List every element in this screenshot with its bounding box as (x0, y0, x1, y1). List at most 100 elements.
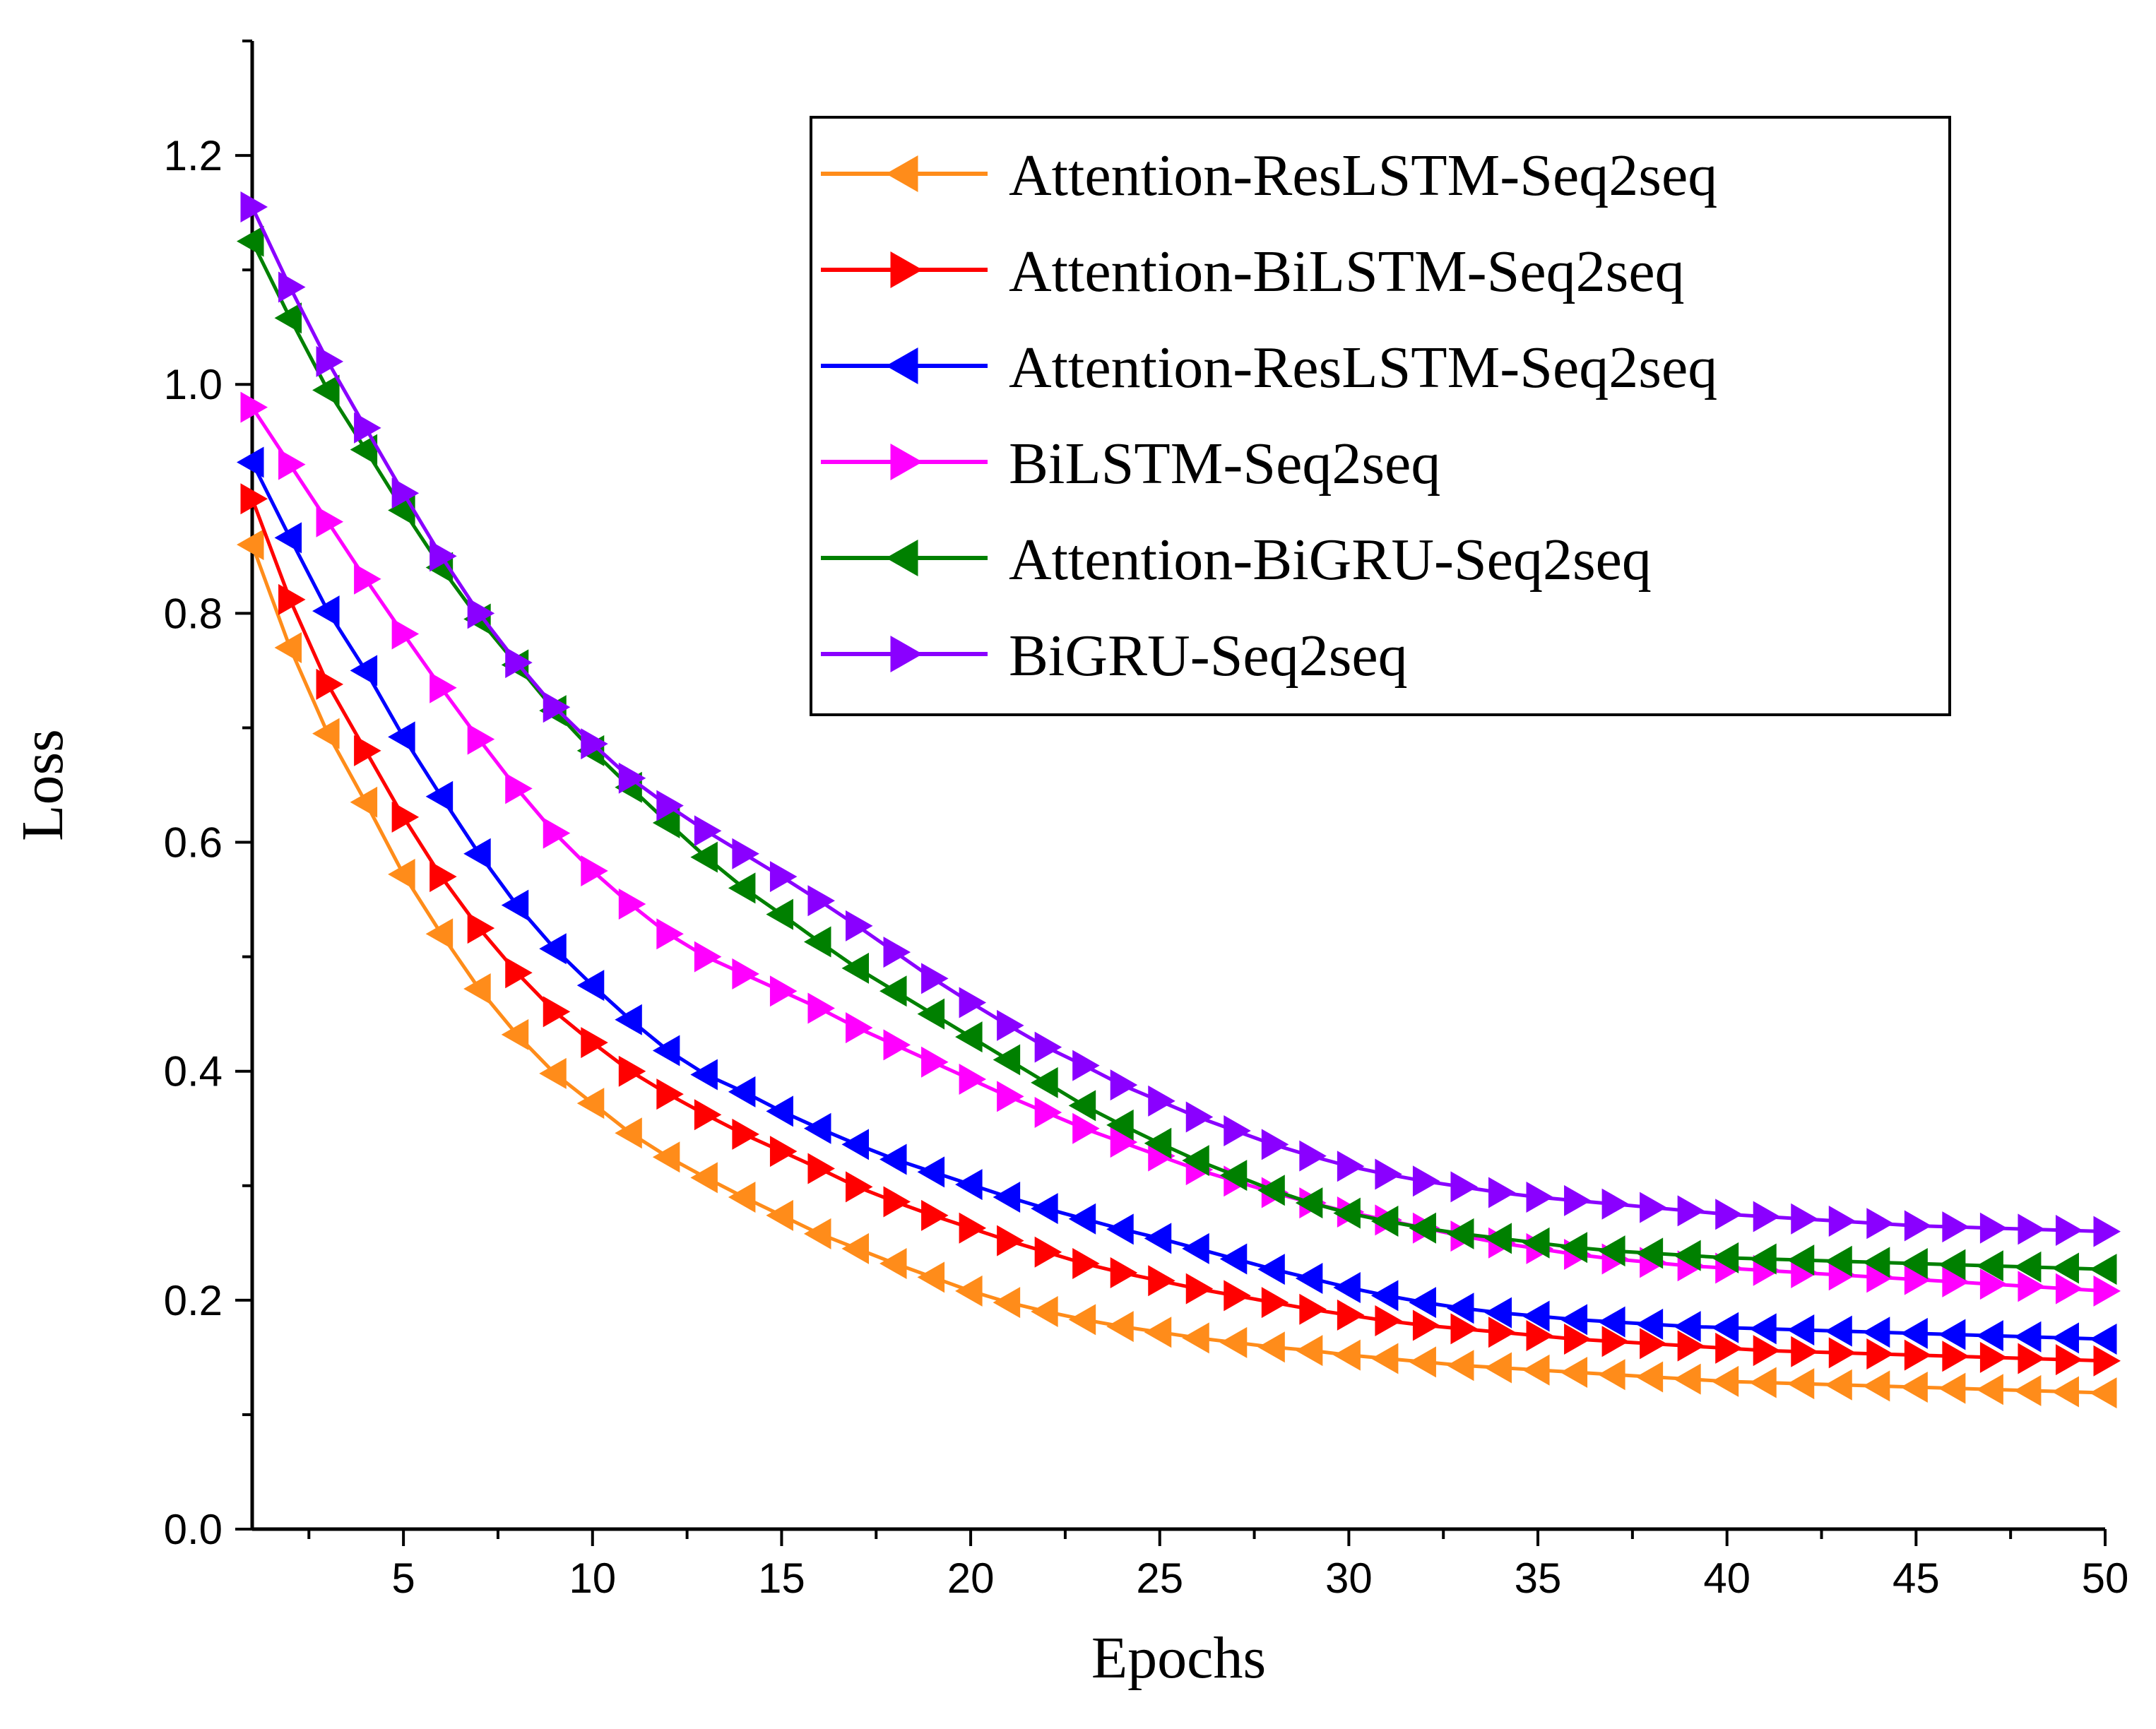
series-point (278, 271, 306, 303)
series-point (1866, 1338, 1894, 1370)
legend-swatch-marker (886, 347, 918, 384)
series-point (316, 345, 344, 377)
series-point (1866, 1261, 1894, 1293)
series-point (1182, 1145, 1209, 1177)
series-point (1257, 1331, 1285, 1363)
series-point (803, 1112, 831, 1144)
series-point (615, 1004, 642, 1035)
series-point (1144, 1317, 1172, 1348)
legend-label: Attention-ResLSTM-Seq2seq (1009, 143, 1717, 208)
x-axis-title: Epochs (1091, 1625, 1266, 1691)
series-point (581, 1027, 608, 1059)
series-point (1560, 1304, 1588, 1336)
series-point (1900, 1372, 1928, 1403)
series-point (2051, 1322, 2079, 1354)
series-point (955, 1021, 983, 1053)
series-point (656, 1079, 684, 1110)
series-point (879, 1247, 907, 1279)
series-point (1749, 1243, 1777, 1275)
series-point (1068, 1304, 1096, 1336)
series-point (1261, 1129, 1289, 1160)
series-point (1148, 1085, 1175, 1117)
series-point (652, 1035, 680, 1066)
series-point (1219, 1326, 1248, 1358)
series-point (1409, 1346, 1436, 1378)
series-point (807, 992, 835, 1024)
y-tick-label: 0.4 (164, 1048, 223, 1095)
series-point (1031, 1193, 1058, 1225)
series-point (1862, 1247, 1890, 1278)
series-point (2093, 1345, 2121, 1377)
series-point (1526, 1181, 1554, 1213)
series-point (955, 1275, 983, 1307)
legend-label: BiGRU-Seq2seq (1009, 623, 1408, 689)
legend-item: Attention-ResLSTM-Seq2seq (821, 143, 1717, 208)
legend-swatch-marker (886, 540, 918, 576)
series-point (694, 1099, 722, 1131)
series-point (2051, 1376, 2079, 1408)
series-point (1337, 1151, 1365, 1182)
series-point (354, 735, 381, 766)
series-point (766, 1199, 793, 1231)
legend: Attention-ResLSTM-Seq2seq Attention-BiLST… (810, 116, 1951, 716)
series-point (1976, 1374, 2003, 1406)
series-point (656, 790, 684, 821)
series-point (350, 434, 378, 465)
series-point (1825, 1245, 1852, 1277)
series-point (955, 1169, 983, 1201)
x-tick-label: 15 (758, 1555, 805, 1602)
series-3 (237, 446, 2117, 1355)
series-point (656, 918, 684, 950)
series-point (1900, 1317, 1928, 1349)
series-point (618, 1055, 646, 1087)
series-point (959, 1212, 987, 1244)
series-point (467, 913, 495, 944)
legend-label: Attention-ResLSTM-Seq2seq (1009, 335, 1717, 400)
series-point (845, 1171, 873, 1203)
series-point (1370, 1206, 1399, 1237)
y-tick-label: 0.0 (164, 1506, 223, 1553)
series-point (391, 618, 420, 650)
series-point (1034, 1236, 1062, 1268)
series-point (1072, 1112, 1100, 1144)
series-point (1715, 1199, 1743, 1230)
series-point (1753, 1335, 1781, 1367)
series-point (391, 477, 420, 509)
series-point (1370, 1343, 1399, 1374)
series-point (879, 975, 907, 1007)
series-point (2090, 1323, 2117, 1355)
series-point (766, 898, 793, 930)
series-point (388, 858, 415, 890)
series-point (1412, 1165, 1440, 1197)
series-point (237, 446, 264, 478)
y-tick-label: 0.6 (164, 819, 223, 867)
series-point (543, 817, 571, 849)
series-point (1110, 1256, 1138, 1288)
y-tick-label: 0.2 (164, 1277, 223, 1324)
series-point (1375, 1158, 1402, 1190)
series-point (1034, 1031, 1062, 1063)
series-point (350, 786, 378, 818)
legend-item: Attention-BiGRU-Seq2seq (821, 527, 1652, 593)
series-point (917, 1261, 945, 1293)
series-2 (240, 483, 2121, 1377)
series-point (1791, 1203, 1818, 1235)
series-point (993, 1044, 1021, 1076)
series-point (959, 1064, 987, 1095)
series-point (501, 1018, 529, 1050)
series-point (1144, 1127, 1172, 1159)
series-point (2018, 1271, 2045, 1302)
series-point (274, 632, 302, 664)
series-point (430, 861, 457, 893)
series-point (2018, 1343, 2045, 1374)
series-point (1409, 1287, 1436, 1319)
series-point (1938, 1249, 1966, 1281)
series-point (316, 506, 344, 537)
series-point (1674, 1311, 1701, 1343)
legend-item: BiLSTM-Seq2seq (821, 431, 1440, 497)
series-point (1753, 1201, 1781, 1232)
series-point (1484, 1297, 1512, 1329)
series-point (1598, 1235, 1625, 1267)
series-point (430, 672, 457, 703)
series-point (2051, 1252, 2079, 1284)
